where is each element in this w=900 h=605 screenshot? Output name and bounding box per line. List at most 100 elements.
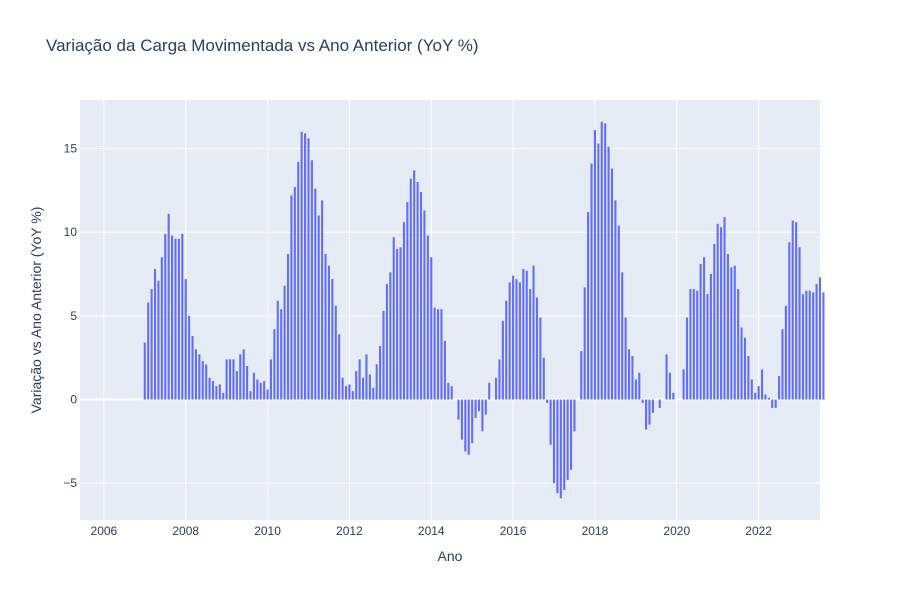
bar	[365, 354, 368, 400]
bar	[437, 309, 440, 400]
bar	[627, 349, 631, 400]
bar	[205, 364, 208, 400]
bar	[614, 200, 617, 400]
bar	[583, 287, 586, 400]
bar	[726, 253, 729, 400]
bar	[338, 334, 341, 400]
bar	[699, 263, 702, 400]
bar	[457, 399, 460, 420]
bar	[477, 399, 481, 412]
bar	[286, 253, 290, 400]
bar	[464, 399, 467, 452]
bar	[563, 399, 566, 490]
bar	[788, 242, 791, 400]
bar	[307, 138, 310, 400]
bar	[747, 356, 750, 400]
bar	[263, 381, 266, 400]
bar	[566, 399, 569, 480]
bar	[781, 329, 784, 400]
bar	[361, 377, 365, 400]
bar	[327, 265, 330, 400]
bar	[150, 289, 153, 400]
bar	[471, 399, 474, 444]
bar	[600, 121, 603, 400]
bar	[549, 399, 552, 445]
bar	[246, 366, 249, 400]
bar	[672, 392, 675, 400]
bar	[651, 399, 654, 413]
bar	[164, 233, 167, 400]
y-tick-label: 15	[64, 142, 78, 156]
bar	[689, 289, 692, 400]
bar	[515, 279, 518, 400]
bar	[815, 284, 818, 400]
bar	[733, 265, 736, 400]
bar	[396, 248, 399, 400]
bar	[314, 188, 317, 400]
bar	[488, 382, 491, 400]
bar	[334, 305, 337, 400]
bar	[368, 374, 371, 400]
bar	[818, 277, 822, 400]
bar	[798, 247, 801, 400]
bar	[750, 379, 753, 400]
bar	[522, 269, 525, 400]
x-tick-label: 2016	[500, 524, 527, 538]
bar	[767, 397, 770, 400]
x-tick-label: 2012	[336, 524, 363, 538]
bar	[351, 391, 354, 400]
bar	[375, 364, 378, 400]
bar	[532, 265, 535, 400]
bar	[556, 399, 559, 494]
bar	[269, 359, 273, 400]
bar	[382, 310, 385, 400]
bar	[648, 399, 651, 425]
bar	[392, 237, 395, 400]
bar	[682, 369, 685, 400]
bar	[757, 386, 760, 400]
bar	[348, 384, 351, 400]
bar	[242, 349, 245, 400]
bar	[467, 399, 470, 455]
x-tick-label: 2018	[582, 524, 609, 538]
bar	[795, 222, 798, 400]
bar	[542, 357, 545, 400]
bar	[181, 233, 184, 400]
bar	[498, 359, 501, 400]
bar	[198, 354, 201, 400]
bar	[211, 381, 215, 400]
bar	[801, 294, 805, 400]
bar	[559, 399, 562, 499]
bar	[215, 386, 218, 400]
bar	[402, 222, 406, 400]
bar	[512, 275, 515, 400]
bar	[573, 399, 576, 432]
bar	[624, 317, 627, 400]
bar	[147, 302, 150, 400]
bar	[617, 225, 620, 400]
bar	[696, 290, 699, 400]
bar	[399, 247, 402, 400]
bar	[273, 329, 276, 400]
bar	[276, 300, 279, 400]
bar	[774, 399, 777, 408]
y-tick-label: 10	[64, 225, 78, 239]
x-tick-label: 2022	[745, 524, 772, 538]
bar	[293, 187, 296, 400]
bar	[658, 399, 661, 408]
bar	[805, 290, 808, 400]
bar	[634, 379, 637, 400]
bar	[474, 399, 477, 418]
y-tick-label: 0	[70, 393, 77, 407]
bar	[341, 377, 344, 400]
bar	[280, 309, 283, 400]
bar	[225, 359, 228, 400]
bar	[665, 354, 668, 400]
bar	[433, 307, 436, 400]
bar	[743, 337, 747, 400]
bar	[426, 235, 429, 400]
bar	[535, 297, 539, 400]
bar	[720, 227, 723, 400]
bar	[355, 371, 358, 400]
bar	[419, 192, 423, 400]
